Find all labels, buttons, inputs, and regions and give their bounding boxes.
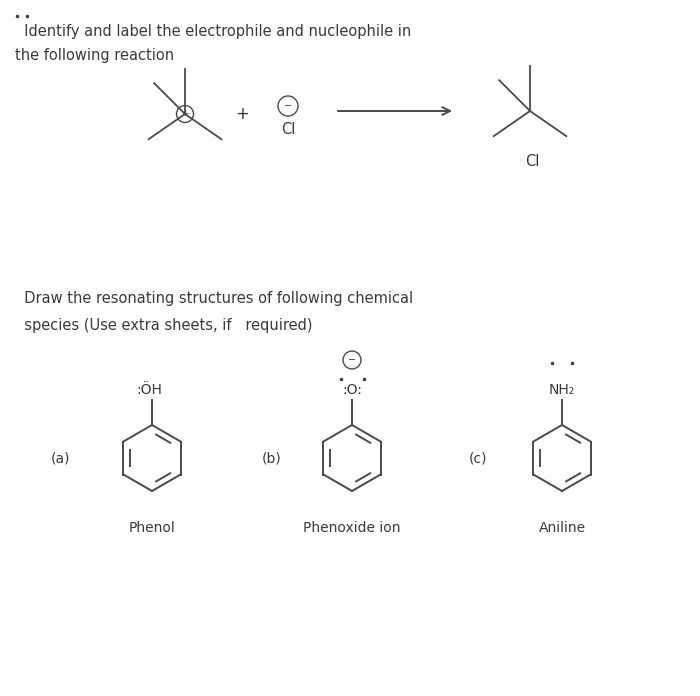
Text: +: + (181, 109, 189, 118)
Text: (b): (b) (262, 451, 282, 465)
Text: species (Use extra sheets, if   required): species (Use extra sheets, if required) (15, 318, 312, 333)
Text: Phenoxide ion: Phenoxide ion (303, 521, 400, 535)
Text: the following reaction: the following reaction (15, 48, 174, 63)
Text: −: − (284, 101, 292, 111)
Text: :O:: :O: (342, 383, 362, 397)
Text: NH₂: NH₂ (549, 383, 575, 397)
Text: −: − (348, 355, 356, 365)
Text: +: + (235, 105, 249, 123)
Text: (c): (c) (469, 451, 487, 465)
Text: (a): (a) (50, 451, 70, 465)
Text: Aniline: Aniline (538, 521, 586, 535)
Text: Cl: Cl (281, 122, 295, 138)
Text: :ÖH: :ÖH (136, 383, 162, 397)
Text: Cl: Cl (525, 155, 539, 169)
Text: Identify and label the electrophile and nucleophile in: Identify and label the electrophile and … (15, 24, 412, 39)
Text: Draw the resonating structures of following chemical: Draw the resonating structures of follow… (15, 291, 413, 306)
Text: Phenol: Phenol (129, 521, 176, 535)
